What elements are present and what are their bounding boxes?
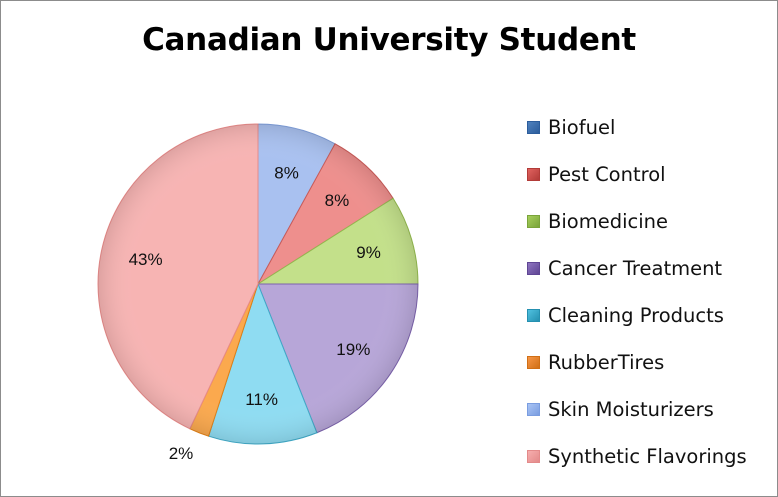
legend-swatch [527, 309, 540, 322]
legend-entry-cancer-treatment: Cancer Treatment [527, 245, 747, 292]
data-label-skin-moisturizers: 8% [274, 163, 299, 182]
legend-entry-cleaning-products: Cleaning Products [527, 292, 747, 339]
data-label-cleaning-products: 11% [245, 390, 278, 409]
legend-entry-skin-moisturizers: Skin Moisturizers [527, 386, 747, 433]
data-label-synthetic-flavorings: 43% [129, 250, 163, 269]
legend-swatch [527, 215, 540, 228]
legend-swatch [527, 356, 540, 369]
legend: Biofuel Pest Control Biomedicine Cancer Tre… [527, 104, 747, 480]
legend-label: RubberTires [548, 351, 665, 374]
legend-swatch [527, 168, 540, 181]
legend-label: Biomedicine [548, 210, 669, 233]
data-label-cancer-treatment: 19% [336, 340, 370, 359]
legend-label: Synthetic Flavorings [548, 445, 747, 468]
legend-label: Pest Control [548, 163, 666, 186]
legend-entry-rubbertires: RubberTires [527, 339, 747, 386]
chart-title: Canadian University Student [142, 22, 636, 58]
legend-entry-biomedicine: Biomedicine [527, 198, 747, 245]
legend-swatch [527, 121, 540, 134]
legend-label: Cleaning Products [548, 304, 724, 327]
legend-entry-biofuel: Biofuel [527, 104, 747, 151]
legend-label: Skin Moisturizers [548, 398, 714, 421]
data-label-rubbertires: 2% [169, 444, 194, 463]
legend-entry-pest-control: Pest Control [527, 151, 747, 198]
legend-entry-synthetic-flavorings: Synthetic Flavorings [527, 433, 747, 480]
legend-label: Biofuel [548, 116, 616, 139]
data-label-biomedicine: 9% [356, 243, 381, 262]
data-label-pest-control: 8% [325, 191, 350, 210]
legend-swatch [527, 262, 540, 275]
legend-swatch [527, 450, 540, 463]
legend-label: Cancer Treatment [548, 257, 723, 280]
legend-swatch [527, 403, 540, 416]
